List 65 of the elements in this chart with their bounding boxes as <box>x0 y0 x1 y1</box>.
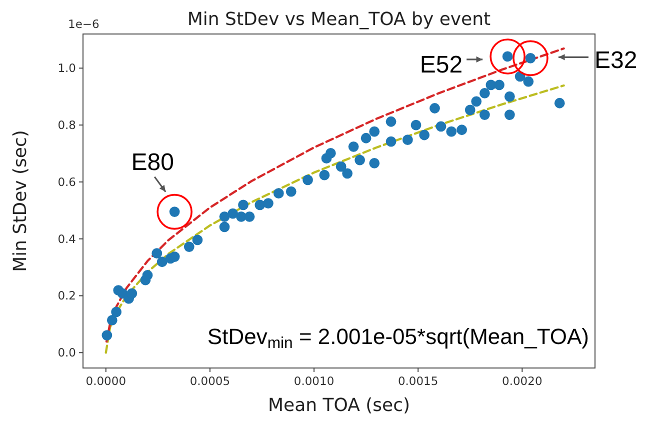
point <box>342 168 353 179</box>
point <box>354 154 366 166</box>
point <box>479 110 490 120</box>
y-tick-label: 0.2 <box>58 288 76 303</box>
point <box>446 126 457 137</box>
point <box>402 134 413 146</box>
y-tick-label: 1.0 <box>58 61 76 76</box>
point <box>419 130 430 140</box>
y-axis-title: Min StDev (sec) <box>10 130 31 272</box>
x-tick-label: 0.0010 <box>294 374 334 388</box>
point <box>523 76 534 87</box>
point <box>263 198 274 208</box>
point <box>238 200 248 210</box>
point <box>169 252 180 262</box>
point <box>192 234 203 246</box>
point <box>111 306 122 318</box>
point <box>360 132 372 144</box>
y-tick-label: 0.6 <box>58 174 76 189</box>
point <box>319 170 330 180</box>
point <box>348 141 359 152</box>
point <box>504 110 515 120</box>
point <box>273 188 284 199</box>
point <box>156 256 168 268</box>
annotation: StDev$_{min}$ = 2.001e-05*sqrt(Mean_TOA) <box>207 324 589 352</box>
point <box>302 174 313 186</box>
point <box>430 103 440 114</box>
point <box>336 161 346 172</box>
y-tick-label: 0.4 <box>58 232 76 246</box>
point <box>410 120 422 130</box>
point <box>219 211 230 222</box>
point <box>244 211 255 222</box>
chart-title: Min StDev vs Mean_TOA by event <box>187 9 491 30</box>
point <box>102 330 112 340</box>
y-tick-label: 0.8 <box>58 118 76 132</box>
point <box>152 248 162 259</box>
point <box>184 242 194 252</box>
point <box>369 126 380 137</box>
point <box>228 208 238 219</box>
point <box>554 98 565 108</box>
x-tick-label: 0.0015 <box>398 374 438 388</box>
point <box>386 116 396 127</box>
point <box>106 315 118 326</box>
annotation: E32 <box>594 47 638 74</box>
point <box>126 288 138 299</box>
point <box>219 222 230 232</box>
x-tick-label: 0.0000 <box>86 374 126 388</box>
point <box>479 88 490 98</box>
point <box>386 136 396 147</box>
point <box>464 104 476 116</box>
point <box>494 80 504 90</box>
text: 1e−6 <box>68 17 100 31</box>
x-tick-label: 0.0005 <box>190 374 230 388</box>
point <box>471 96 482 107</box>
point <box>436 121 446 132</box>
y-tick-label: 0.0 <box>58 346 76 360</box>
annotation: E52 <box>420 51 463 78</box>
point <box>142 270 153 280</box>
point <box>456 124 467 136</box>
annotation: E80 <box>131 148 174 176</box>
point <box>286 186 296 197</box>
point <box>325 148 336 158</box>
point <box>504 91 515 102</box>
x-axis-title: Mean TOA (sec) <box>268 395 410 416</box>
point <box>369 158 380 168</box>
x-tick-label: 0.0020 <box>502 374 542 388</box>
